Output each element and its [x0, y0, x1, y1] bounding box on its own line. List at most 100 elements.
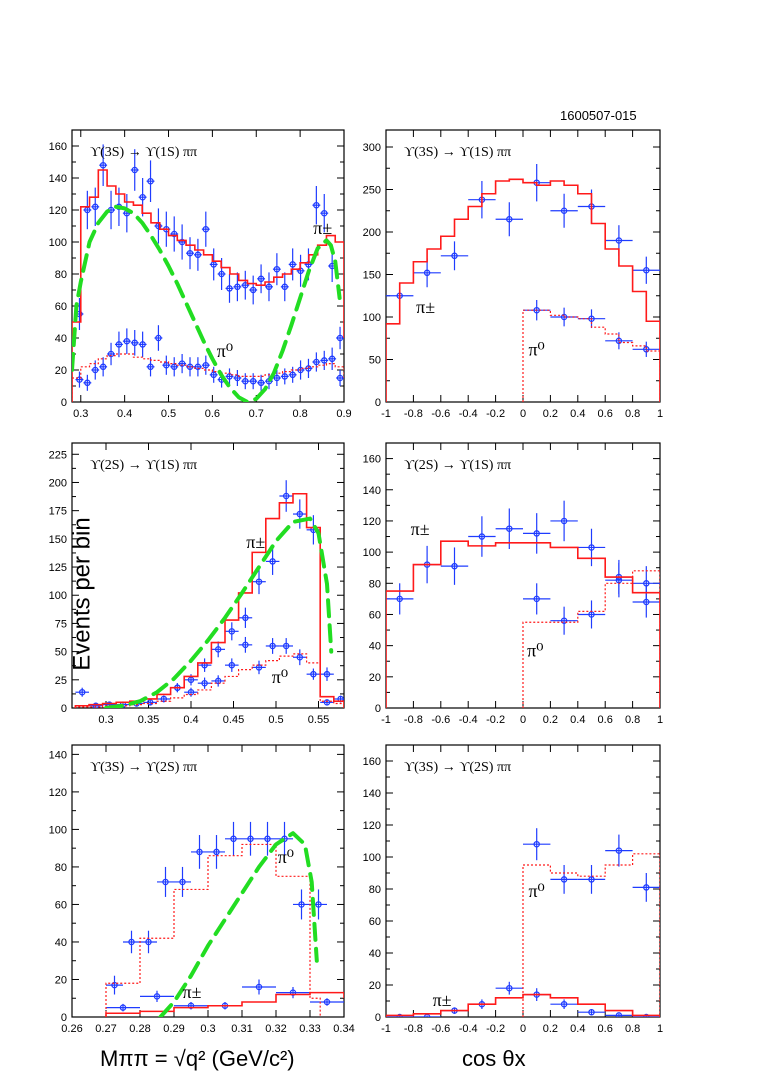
x-tick-label: -0.8 [404, 408, 423, 420]
marker [255, 983, 263, 991]
marker [273, 265, 281, 273]
data-point [252, 569, 266, 595]
marker [84, 379, 91, 387]
data-point [241, 270, 250, 300]
panel-title: ϒ(2S) → ϒ(1S) ππ [90, 458, 197, 473]
data-point [605, 563, 633, 598]
x-tick-label: -0.6 [431, 408, 450, 420]
series-annotation: π± [246, 532, 265, 552]
panel-p6: 0 20 40 60 80 100 120 140 160 -1 -0.8 -0.6 -0.4 -0.2 0… [363, 744, 663, 1035]
data-point [413, 1013, 441, 1017]
series-annotation: π± [183, 982, 202, 1002]
x-tick-label: -0.4 [459, 714, 478, 726]
data-point [242, 979, 276, 995]
x-tick-label: 0.4 [183, 714, 198, 726]
marker [249, 377, 257, 385]
y-tick-label: 150 [49, 534, 67, 546]
marker [560, 517, 568, 525]
data-point [122, 328, 131, 354]
panel-title: ϒ(3S) → ϒ(2S) ππ [90, 760, 197, 775]
x-tick-label: 1 [657, 714, 663, 726]
x-tick-label: 0.45 [223, 714, 244, 726]
fit-histogram [105, 991, 344, 1017]
marker [147, 177, 154, 185]
data-point [550, 500, 578, 542]
y-tick-label: 100 [49, 237, 67, 249]
x-tick-label: -0.8 [404, 1023, 423, 1035]
y-tick-label: 100 [49, 824, 67, 836]
data-point [293, 649, 307, 666]
y-tick-label: 100 [363, 312, 381, 324]
data-point [193, 357, 202, 377]
marker [247, 835, 254, 843]
marker [560, 1000, 568, 1008]
marker [321, 209, 328, 217]
data-point [130, 330, 139, 356]
data-point [605, 834, 633, 867]
model-curve [72, 204, 342, 402]
data-point [209, 248, 218, 281]
y-tick-label: 100 [363, 547, 381, 559]
series-annotation: π⁰ [278, 847, 294, 867]
plot-area [105, 821, 344, 1017]
data-point [157, 695, 171, 703]
x-tick-label: 0.4 [570, 1023, 585, 1035]
y-tick-label: 50 [55, 647, 67, 659]
marker [269, 642, 276, 650]
data-point [140, 990, 174, 1002]
x-tick-label: 0.4 [570, 714, 585, 726]
x-tick-label: 0.6 [598, 1023, 613, 1035]
data-point [225, 622, 239, 641]
x-tick-label: 0 [520, 408, 526, 420]
marker [228, 628, 236, 635]
marker [92, 702, 100, 708]
data-point [99, 357, 108, 377]
marker [313, 358, 320, 366]
x-tick-label: -0.8 [404, 714, 423, 726]
marker [615, 237, 623, 244]
y-tick-label: 20 [55, 974, 67, 986]
x-tick-label: 0.6 [598, 714, 613, 726]
data-point [191, 835, 208, 869]
marker [255, 578, 263, 585]
marker [643, 1013, 650, 1017]
marker [249, 286, 257, 294]
marker [588, 544, 595, 551]
data-point [257, 374, 266, 391]
panel-title: ϒ(2S) → ϒ(1S) ππ [404, 458, 511, 473]
data-point [550, 865, 578, 894]
x-tick-label: 0.3 [98, 714, 113, 726]
marker [186, 249, 194, 257]
data-point [265, 547, 280, 575]
data-point [272, 253, 281, 286]
data-point [233, 272, 242, 302]
marker [281, 283, 289, 291]
data-point [170, 357, 179, 377]
marker [289, 371, 296, 379]
series-annotation: π± [433, 990, 452, 1010]
y-tick-label: 60 [55, 301, 67, 313]
marker [228, 661, 236, 669]
y-tick-label: 160 [363, 454, 381, 466]
data-point [130, 149, 139, 191]
marker [615, 337, 623, 345]
data-point [632, 341, 660, 357]
fit-histogram [386, 540, 660, 708]
marker [242, 281, 249, 289]
data-point [279, 638, 293, 654]
marker [255, 664, 263, 671]
data-point [336, 370, 344, 386]
y-tick-label: 0 [61, 1012, 67, 1024]
marker [111, 981, 118, 989]
y-tick-label: 0 [375, 397, 381, 409]
marker [282, 642, 290, 650]
y-tick-label: 20 [55, 365, 67, 377]
marker [506, 525, 513, 532]
data-point [197, 658, 212, 672]
marker [234, 283, 241, 291]
data-point [178, 354, 187, 374]
data-point [272, 370, 281, 386]
data-point [577, 865, 606, 894]
data-point [238, 636, 253, 653]
data-point [320, 699, 334, 706]
